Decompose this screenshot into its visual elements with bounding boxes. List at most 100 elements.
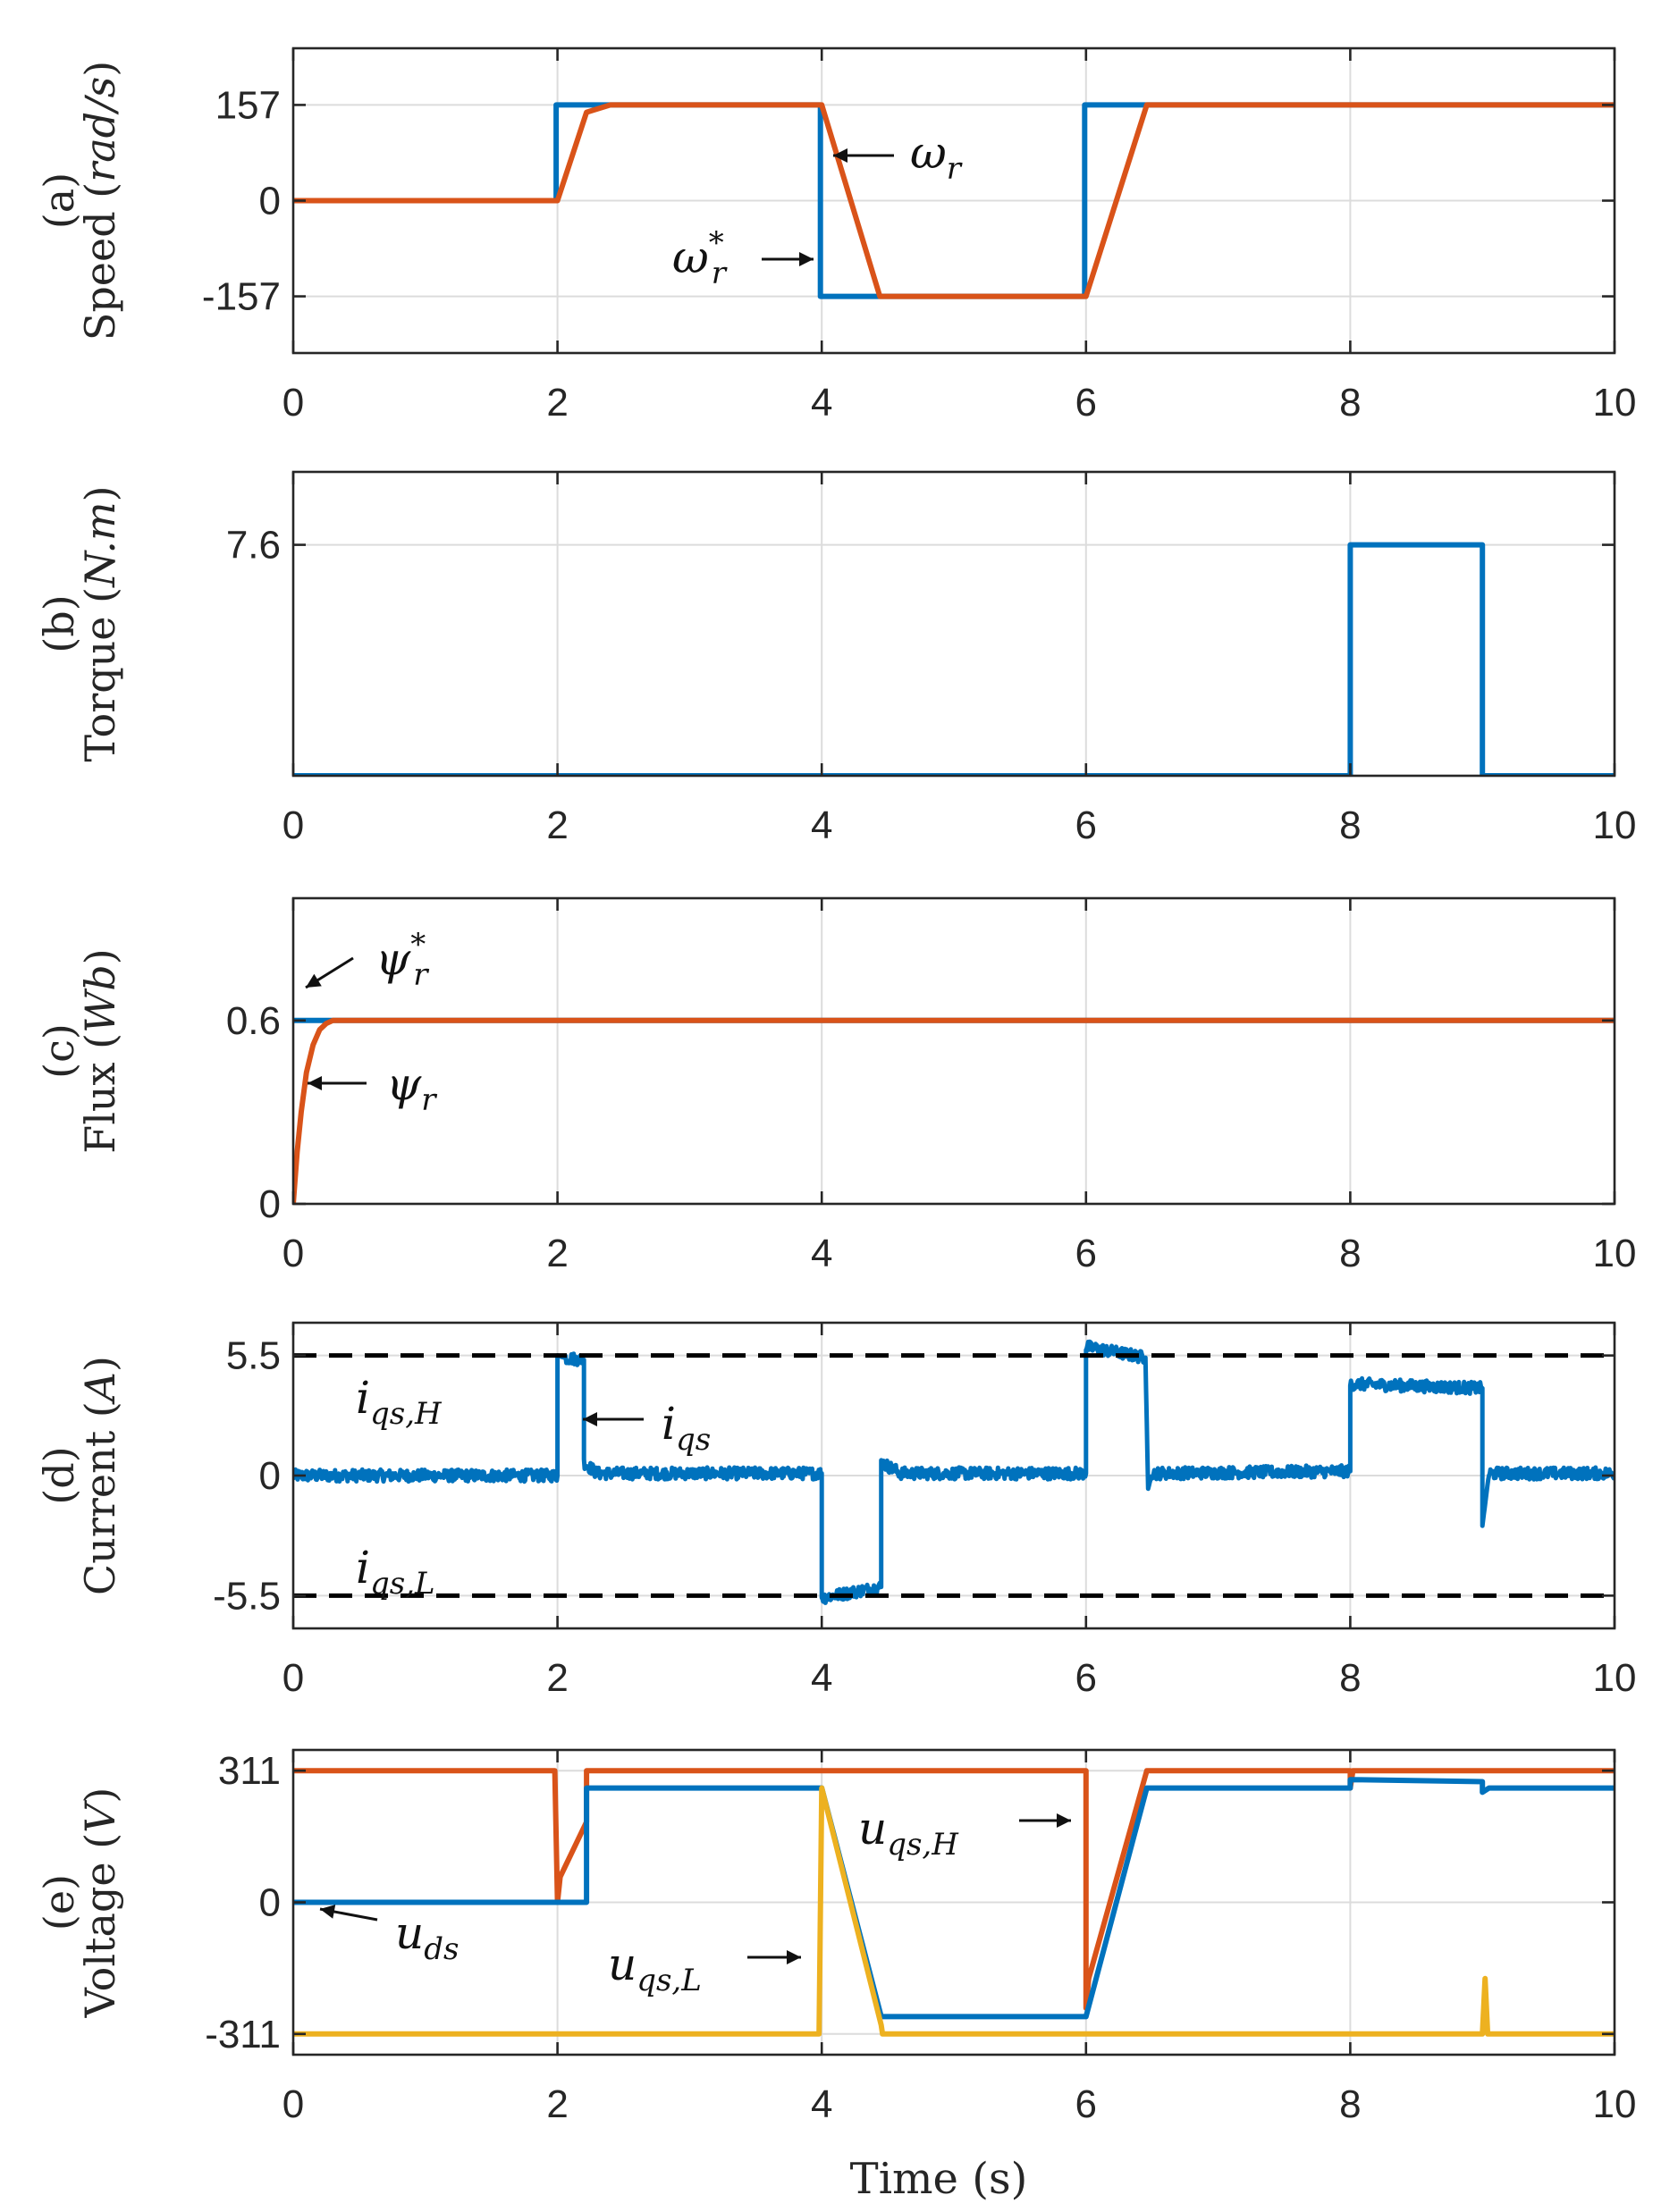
x-tick-label: 4 (811, 1656, 832, 1700)
annotation--r-: ω* r (672, 225, 814, 291)
annotation--r-: ψ* r (305, 927, 429, 993)
y-tick-label: -5.5 (213, 1574, 281, 1618)
panel-c: 0 2 4 6 8 10 0 0.6 (c)Flux (Wb) ψ* r ψr (35, 896, 1636, 1275)
x-tick-label: 4 (811, 2082, 832, 2126)
annotation-text: uqs,H (858, 1803, 959, 1863)
annotation-text: ψ* r (375, 927, 429, 993)
annotation-text: iqs,H (356, 1372, 443, 1432)
y-axis-label: Speed (rad/s) (76, 61, 124, 341)
y-tick-label: 311 (218, 1749, 281, 1793)
panel-d: 0 2 4 6 8 10-5.505.5(d)Current (A)iqs,H iqsiqs… (35, 1321, 1637, 1700)
x-tick-label: 6 (1075, 1232, 1097, 1275)
panels: 0 2 4 6 8 10 -157 0 157 (a)Speed (rad/s) ωr ω* r 0 2 4 6… (35, 46, 1637, 2126)
x-tick-label: 0 (282, 1232, 304, 1275)
y-axis-label: Flux (Wb) (76, 948, 124, 1153)
axes-frame (291, 470, 1616, 778)
x-tick-label: 4 (811, 1232, 832, 1275)
x-tick-label: 8 (1339, 381, 1361, 425)
x-tick-label: 2 (546, 381, 568, 425)
panel-label: (e) (35, 1874, 83, 1930)
x-tick-label: 8 (1339, 803, 1361, 847)
arrowhead (308, 1076, 322, 1090)
y-tick-label: 0 (259, 1182, 281, 1226)
x-axis-label: Time (s) (850, 2154, 1028, 2204)
x-tick-label: 2 (546, 1656, 568, 1700)
arrowhead (320, 1905, 336, 1919)
annotation-text: uqs,L (608, 1939, 702, 1998)
panel-label: (b) (35, 594, 83, 652)
annotation-u-qs-h: uqs,H (858, 1803, 1071, 1863)
y-tick-label: 0 (259, 1454, 281, 1498)
x-tick-label: 10 (1593, 381, 1637, 425)
x-tick-label: 4 (811, 381, 832, 425)
series-line-u-qs-l (293, 1785, 1615, 2037)
x-tick-label: 6 (1075, 803, 1097, 847)
y-tick-label: 157 (215, 83, 281, 127)
annotation-u-qs-l: uqs,L (608, 1939, 801, 1998)
annotation-text: ωr (910, 127, 963, 187)
annotation-text: ω* r (672, 225, 728, 291)
x-tick-label: 8 (1339, 1232, 1361, 1275)
panel-a: 0 2 4 6 8 10 -157 0 157 (a)Speed (rad/s) ωr ω* r (35, 46, 1637, 425)
axes-frame (291, 896, 1616, 1206)
series-line-u-qs-h (293, 1768, 1615, 2011)
x-tick-label: 2 (546, 803, 568, 847)
arrowhead (583, 1412, 597, 1426)
arrowhead (306, 973, 322, 988)
x-tick-label: 8 (1339, 1656, 1361, 1700)
x-tick-label: 6 (1075, 1656, 1097, 1700)
x-tick-label: 4 (811, 803, 832, 847)
arrowhead (787, 1950, 801, 1964)
x-tick-label: 8 (1339, 2082, 1361, 2126)
y-tick-label: 7.6 (226, 524, 281, 568)
y-tick-label: 5.5 (226, 1334, 281, 1378)
annotation-i-qs-h: iqs,H (356, 1372, 443, 1432)
series-line--r (293, 102, 1615, 299)
x-tick-label: 2 (546, 2082, 568, 2126)
x-tick-label: 6 (1075, 381, 1097, 425)
series-group (293, 1339, 1615, 1605)
panel-b: 0 2 4 6 8 10 7.6 (b)Torque (N.m) (35, 470, 1637, 847)
x-tick-label: 10 (1593, 2082, 1637, 2126)
panel-label: (d) (35, 1446, 83, 1504)
series-group (293, 102, 1615, 299)
annotation--r: ψr (308, 1058, 437, 1118)
annotation-i-qs-l: iqs,L (356, 1542, 435, 1602)
arrowhead (799, 252, 814, 266)
series-group (293, 1017, 1615, 1204)
series-line-u-ds (293, 1777, 1615, 2020)
y-tick-label: 0 (259, 180, 281, 223)
y-tick-label: -311 (205, 2013, 281, 2056)
x-tick-label: 2 (546, 1232, 568, 1275)
annotation-text: ψr (386, 1058, 437, 1118)
arrowhead (1057, 1813, 1071, 1828)
x-tick-label: 10 (1593, 803, 1637, 847)
series-line--r- (293, 102, 1615, 299)
annotation-u-ds: uds (319, 1905, 459, 1967)
y-axis-label: Current (A) (76, 1356, 124, 1595)
annotation-text: iqs (662, 1398, 711, 1458)
x-tick-label: 10 (1593, 1656, 1637, 1700)
y-tick-label: 0.6 (226, 999, 281, 1043)
y-tick-label: 0 (259, 1881, 281, 1925)
annotation--r: ωr (833, 127, 963, 187)
x-tick-label: 0 (282, 381, 304, 425)
series-group (293, 542, 1615, 776)
panel-label: (c) (35, 1023, 83, 1079)
y-axis-label: Torque (N.m) (76, 485, 124, 761)
panel-label: (a) (35, 172, 83, 229)
series-line-load-torque (293, 542, 1615, 776)
x-tick-label: 0 (282, 803, 304, 847)
x-tick-label: 6 (1075, 2082, 1097, 2126)
annotation-text: uds (395, 1907, 459, 1967)
annotation-text: iqs,L (356, 1542, 435, 1602)
y-axis-label: Voltage (V) (76, 1787, 124, 2019)
x-tick-label: 0 (282, 1656, 304, 1700)
x-tick-label: 0 (282, 2082, 304, 2126)
annotation-i-qs: iqs (583, 1398, 711, 1458)
series-line-i-qs (293, 1339, 1615, 1605)
arrowhead (833, 148, 847, 163)
series-line--r (293, 1017, 1615, 1204)
